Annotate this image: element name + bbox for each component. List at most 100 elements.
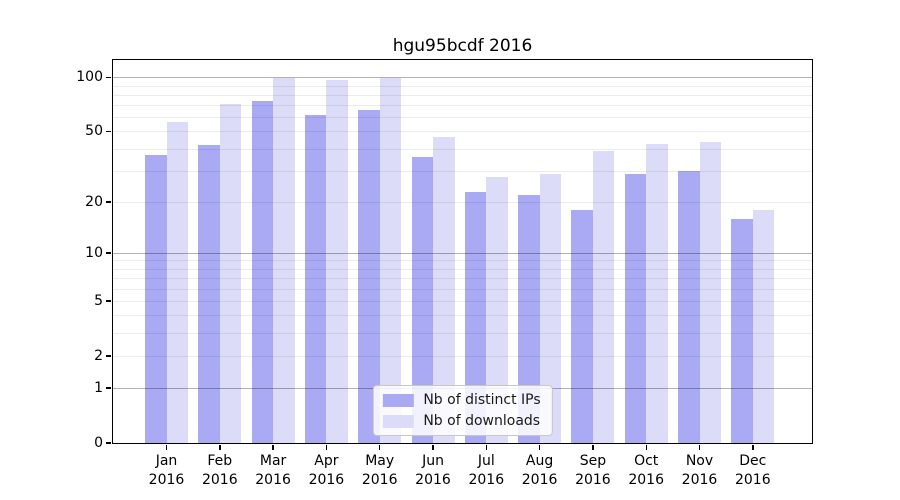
y-tick-2: [106, 355, 111, 357]
y-tick-label-2: 2: [94, 347, 103, 364]
bar-distinct-ips-sep: [571, 210, 593, 443]
x-tick-feb: [219, 445, 221, 450]
x-tick-jan: [165, 445, 168, 450]
bar-downloads-jul: [486, 176, 508, 443]
x-tick-year: 2016: [575, 472, 611, 488]
legend-item-distinct-ips: Nb of distinct IPs: [382, 392, 541, 408]
x-tick-jun: [432, 445, 434, 450]
bar-distinct-ips-mar: [251, 101, 274, 443]
x-tick-month: Sep: [579, 453, 607, 469]
bars-layer: [113, 60, 812, 443]
x-tick-label-jun: Jun 2016: [393, 452, 473, 490]
x-tick-aug: [538, 445, 541, 450]
y-tick-0: [106, 442, 111, 444]
legend-item-downloads: Nb of downloads: [382, 413, 540, 429]
x-tick-year: 2016: [415, 472, 451, 488]
bar-distinct-ips-dec: [731, 218, 753, 443]
bar-downloads-may: [379, 77, 402, 443]
bar-downloads-dec: [752, 210, 775, 443]
x-tick-label-jan: Jan 2016: [127, 452, 207, 490]
x-tick-jul: [485, 445, 487, 450]
x-tick-oct: [645, 445, 647, 450]
x-tick-year: 2016: [308, 472, 345, 488]
x-tick-label-may: May 2016: [340, 452, 420, 490]
x-tick-year: 2016: [468, 472, 505, 488]
bar-distinct-ips-jul: [464, 191, 487, 443]
bar-downloads-aug: [539, 173, 562, 443]
bar-downloads-oct: [646, 143, 668, 443]
bar-distinct-ips-apr: [304, 115, 327, 443]
tick-layer: 0 1 2 5 10 20 50 100 Jan 2016 Feb 2016 Mar 2016 Apr 201…: [76, 60, 812, 488]
bar-downloads-sep: [592, 151, 615, 443]
chart-title: hgu95bcdf 2016: [392, 36, 533, 56]
bar-downloads-mar: [273, 77, 295, 443]
x-tick-mar: [272, 445, 274, 450]
y-tick-label-10: 10: [85, 244, 103, 261]
x-tick-year: 2016: [148, 472, 185, 488]
bar-distinct-ips-oct: [624, 173, 647, 443]
x-tick-year: 2016: [681, 472, 718, 488]
x-tick-label-dec: Dec 2016: [713, 452, 793, 490]
plot-area: 0 1 2 5 10 20 50 100 Jan 2016 Feb 2016 Mar 2016 Apr 201…: [76, 59, 813, 488]
x-tick-label-aug: Aug 2016: [500, 452, 580, 490]
legend: Nb of distinct IPs Nb of downloads: [372, 385, 553, 436]
x-tick-year: 2016: [734, 472, 771, 488]
bar-distinct-ips-jan: [145, 155, 167, 443]
x-tick-nov: [698, 445, 701, 450]
x-tick-label-mar: Mar 2016: [233, 452, 313, 490]
bar-distinct-ips-feb: [198, 145, 220, 443]
x-tick-month: May: [365, 453, 395, 469]
legend-label-downloads: Nb of downloads: [423, 413, 541, 429]
y-tick-100: [106, 76, 111, 79]
y-tick-50: [106, 130, 111, 133]
y-tick-1: [106, 387, 111, 389]
y-tick-label-5: 5: [94, 292, 103, 309]
x-tick-label-sep: Sep 2016: [553, 452, 633, 490]
x-tick-label-jul: Jul 2016: [446, 452, 526, 490]
bar-distinct-ips-jun: [411, 157, 433, 443]
x-tick-month: Feb: [207, 453, 233, 469]
y-tick-5: [106, 300, 111, 302]
x-tick-month: Dec: [739, 453, 767, 469]
x-tick-label-oct: Oct 2016: [606, 452, 686, 490]
bar-distinct-ips-may: [358, 110, 380, 443]
x-tick-year: 2016: [521, 472, 558, 488]
x-tick-label-feb: Feb 2016: [180, 452, 260, 490]
x-tick-apr: [325, 445, 328, 450]
x-tick-year: 2016: [201, 472, 238, 488]
x-tick-month: Jun: [422, 453, 444, 469]
legend-swatch-distinct-ips: [382, 393, 414, 407]
bar-downloads-jun: [433, 136, 455, 443]
bar-downloads-jan: [166, 121, 188, 443]
y-tick-label-1: 1: [94, 379, 103, 396]
x-tick-month: Jul: [477, 453, 495, 469]
x-tick-month: Aug: [525, 453, 554, 469]
y-tick-label-20: 20: [85, 193, 103, 210]
x-tick-dec: [752, 445, 754, 450]
x-tick-month: Apr: [314, 453, 339, 469]
bar-downloads-apr: [326, 80, 348, 443]
y-tick-10: [106, 252, 111, 254]
y-tick-label-100: 100: [76, 69, 103, 86]
bar-distinct-ips-aug: [518, 194, 540, 443]
x-tick-year: 2016: [628, 472, 664, 488]
bar-downloads-feb: [219, 103, 242, 443]
x-tick-month: Nov: [685, 453, 714, 469]
y-tick-label-0: 0: [94, 434, 103, 451]
x-tick-sep: [592, 445, 594, 450]
x-tick-month: Oct: [634, 453, 659, 469]
legend-swatch-downloads: [382, 414, 414, 428]
bar-downloads-nov: [699, 141, 721, 443]
bar-distinct-ips-nov: [678, 171, 700, 443]
x-tick-may: [378, 445, 381, 450]
y-tick-label-50: 50: [85, 123, 103, 140]
y-tick-20: [106, 201, 111, 203]
x-tick-month: Mar: [259, 453, 287, 469]
x-tick-month: Jan: [155, 453, 178, 469]
x-tick-year: 2016: [255, 472, 291, 488]
x-tick-label-nov: Nov 2016: [660, 452, 740, 490]
x-tick-label-apr: Apr 2016: [286, 452, 366, 490]
x-tick-year: 2016: [361, 472, 398, 488]
legend-label-distinct-ips: Nb of distinct IPs: [423, 392, 541, 408]
